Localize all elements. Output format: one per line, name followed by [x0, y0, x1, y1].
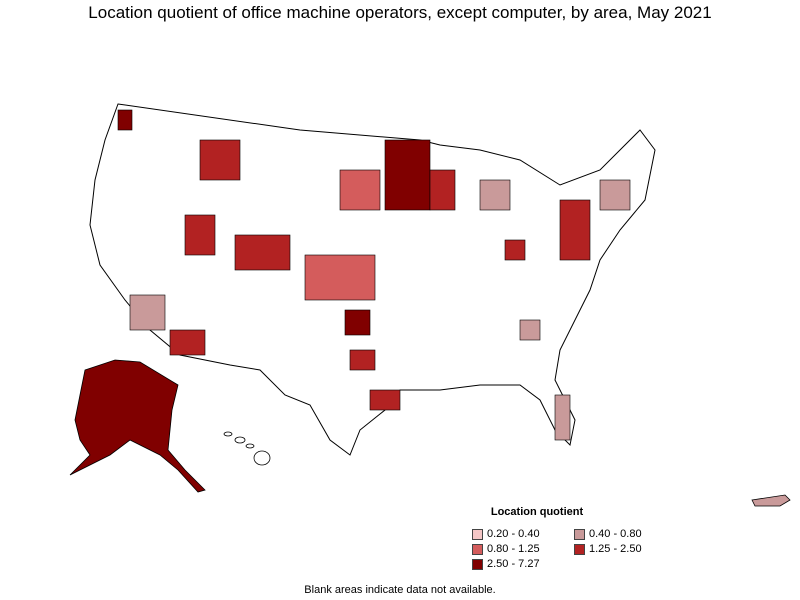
alaska-outline — [69, 359, 206, 493]
legend-title: Location quotient — [490, 506, 584, 518]
legend: Location quotient 0.20 - 0.40 0.40 - 0.8… — [472, 506, 662, 570]
legend-label: 0.40 - 0.80 — [589, 528, 642, 540]
hawaii-islands — [223, 431, 271, 466]
legend-swatch — [472, 528, 483, 540]
legend-item: 0.80 - 1.25 — [472, 543, 574, 555]
footnote: Blank areas indicate data not available. — [304, 584, 496, 596]
legend-item: 1.25 - 2.50 — [574, 543, 662, 555]
legend-item: 2.50 - 7.27 — [472, 558, 574, 570]
legend-swatch — [472, 558, 483, 570]
legend-item: 0.20 - 0.40 — [472, 528, 574, 540]
legend-label: 2.50 - 7.27 — [487, 558, 540, 570]
legend-item: 0.40 - 0.80 — [574, 528, 662, 540]
map-title: Location quotient of office machine oper… — [88, 3, 712, 22]
legend-label: 0.80 - 1.25 — [487, 543, 540, 555]
legend-swatch — [574, 528, 585, 540]
puerto-rico-outline — [751, 494, 791, 507]
legend-label: 1.25 - 2.50 — [589, 543, 642, 555]
legend-label: 0.20 - 0.40 — [487, 528, 540, 540]
legend-swatch — [574, 543, 585, 555]
shaded-areas — [117, 109, 631, 441]
legend-swatch — [472, 543, 483, 555]
